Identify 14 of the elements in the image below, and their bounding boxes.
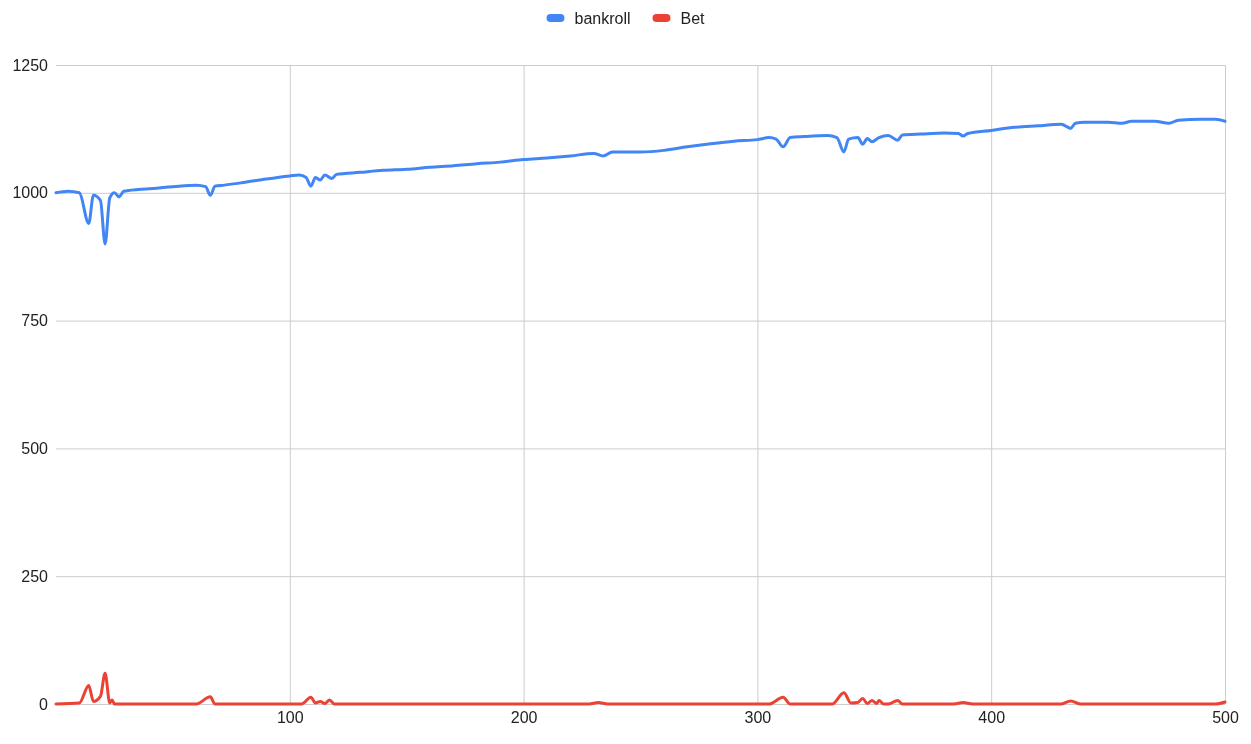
y-tick-label: 1000 xyxy=(12,184,49,202)
x-tick-label: 300 xyxy=(744,709,772,727)
legend-label: Bet xyxy=(680,10,706,27)
legend-label: bankroll xyxy=(574,10,631,27)
line-series xyxy=(54,117,1227,246)
x-tick-label: 200 xyxy=(510,709,538,727)
y-tick-label: 0 xyxy=(39,695,49,713)
y-tick-label: 1250 xyxy=(12,56,49,74)
y-tick-label: 250 xyxy=(21,567,49,585)
x-tick-label: 500 xyxy=(1212,709,1239,727)
y-tick-label: 500 xyxy=(21,440,49,458)
y-tick-label: 750 xyxy=(21,312,49,330)
x-tick-label: 100 xyxy=(276,709,304,727)
x-tick-label: 400 xyxy=(978,709,1006,727)
